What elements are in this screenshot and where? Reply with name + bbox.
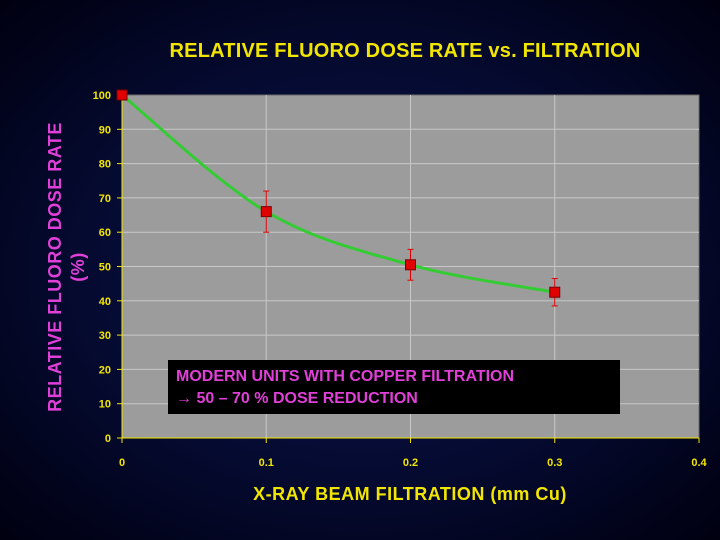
y-axis-ticks: 0 10 20 30 40 50 60 70 80 90 100	[93, 90, 123, 445]
x-tick-label: 0.1	[259, 457, 274, 469]
x-tick-label: 0.4	[691, 457, 707, 469]
data-point	[116, 89, 128, 101]
x-axis-ticks: 0 0.1 0.2 0.3 0.4	[119, 437, 708, 469]
data-point	[405, 259, 416, 271]
y-tick-label: 90	[99, 124, 111, 136]
y-tick-label: 30	[99, 330, 111, 342]
y-tick-label: 0	[105, 433, 111, 445]
y-tick-label: 20	[99, 364, 111, 376]
x-axis-title: X-RAY BEAM FILTRATION (mm Cu)	[253, 484, 567, 504]
annotation-line-2: → 50 – 70 % DOSE REDUCTION	[176, 390, 418, 407]
data-point	[549, 286, 561, 298]
annotation-box: MODERN UNITS WITH COPPER FILTRATION → 50…	[168, 360, 620, 414]
y-tick-label: 80	[99, 159, 111, 171]
y-tick-label: 100	[93, 90, 111, 102]
x-tick-label: 0.3	[547, 457, 562, 469]
chart-title: RELATIVE FLUORO DOSE RATE vs. FILTRATION	[169, 40, 641, 62]
data-markers	[116, 89, 561, 298]
x-tick-label: 0.2	[403, 457, 418, 469]
y-tick-label: 50	[99, 262, 111, 274]
y-tick-label: 70	[99, 193, 111, 205]
x-tick-label: 0	[119, 457, 125, 469]
fit-curve	[121, 93, 556, 294]
y-tick-label: 60	[99, 227, 111, 239]
y-tick-label: 10	[99, 399, 111, 411]
data-point	[260, 206, 272, 218]
y-tick-label: 40	[99, 296, 111, 308]
annotation-line-1: MODERN UNITS WITH COPPER FILTRATION	[176, 368, 515, 385]
